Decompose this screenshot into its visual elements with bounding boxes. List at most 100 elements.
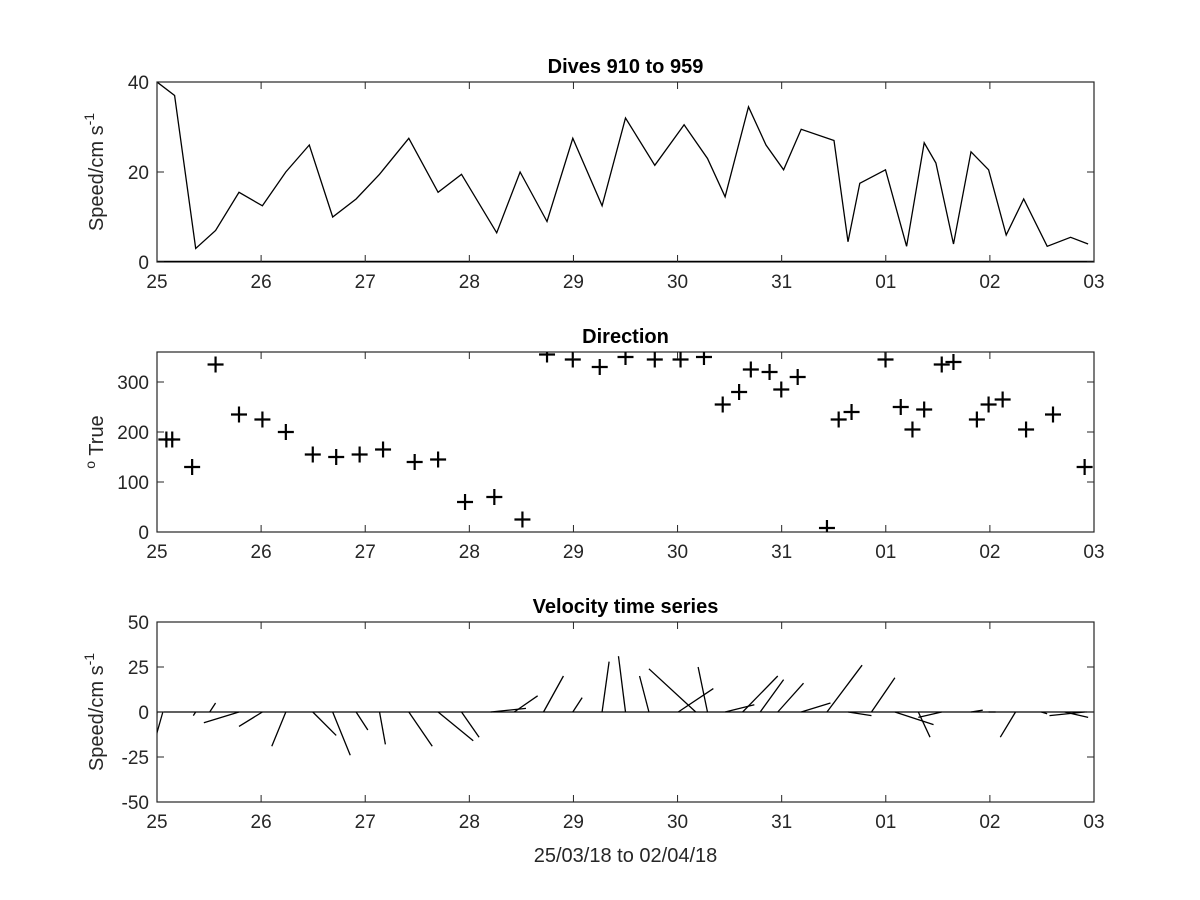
direction-point (714, 396, 731, 413)
x-tick-label: 31 (771, 812, 792, 833)
x-axis-label: 25/03/18 to 02/04/18 (534, 845, 718, 867)
direction-point (646, 352, 663, 368)
velocity-stick (870, 677, 896, 713)
velocity-stick (460, 711, 480, 738)
direction-point (761, 364, 778, 380)
x-tick-label: 28 (459, 812, 480, 833)
direction-point (184, 459, 201, 475)
velocity-stick (800, 702, 831, 713)
velocity-stick (238, 711, 263, 727)
velocity-stick (490, 707, 527, 713)
velocity-stick (697, 666, 709, 713)
velocity-stick (542, 675, 564, 713)
direction-point (564, 352, 581, 368)
direction-point (843, 404, 860, 420)
x-tick-label: 26 (251, 542, 272, 563)
direction-point (916, 401, 933, 418)
velocity-stick (648, 668, 697, 713)
velocity-stick (572, 697, 583, 713)
x-tick-label: 30 (667, 542, 688, 563)
velocity-stick (332, 711, 351, 756)
y-tick-label: 300 (117, 373, 149, 394)
velocity-stick (203, 711, 240, 724)
direction-point (304, 446, 321, 463)
velocity-stick (742, 675, 779, 713)
x-tick-label: 03 (1083, 272, 1104, 293)
direction-point (457, 494, 474, 510)
chart-title: Velocity time series (533, 596, 719, 618)
direction-point (968, 411, 985, 428)
direction-point (789, 369, 806, 385)
x-tick-label: 02 (979, 812, 1000, 833)
plot-area (157, 82, 1094, 262)
direction-point (406, 454, 423, 470)
velocity-stick (513, 695, 539, 713)
direction-point (994, 391, 1011, 408)
direction-point (695, 352, 712, 365)
x-tick-label: 31 (771, 542, 792, 563)
x-tick-label: 27 (355, 542, 376, 563)
plot-area (157, 656, 1094, 756)
direction-panel: Direction 25 26 27 28 29 30 31 01 02 03 0 100 200 300 o… (82, 326, 1105, 563)
y-tick-label: 100 (117, 473, 149, 494)
direction-point (980, 396, 997, 413)
x-tick-label: 30 (667, 812, 688, 833)
x-tick-label: 27 (355, 272, 376, 293)
y-tick-label: 50 (128, 613, 149, 634)
x-tick-label: 30 (667, 272, 688, 293)
velocity-stick (157, 711, 164, 735)
x-tick-label: 31 (771, 272, 792, 293)
plot-area (158, 352, 1093, 532)
x-tick-label: 26 (251, 272, 272, 293)
y-tick-label: 0 (138, 523, 149, 544)
velocity-stick (918, 711, 942, 719)
x-tick-label: 25 (146, 812, 167, 833)
direction-point (539, 352, 556, 363)
direction-point (230, 406, 247, 423)
x-tick-label: 03 (1083, 542, 1104, 563)
direction-point (672, 352, 689, 368)
y-tick-label: -25 (122, 748, 149, 769)
y-tick-label: 0 (138, 703, 149, 724)
y-axis-label: Speed/cm s-1 (81, 653, 108, 771)
direction-point (1018, 421, 1035, 438)
plot-frame (156, 81, 1095, 263)
y-tick-label: 40 (128, 73, 149, 94)
velocity-stick (917, 711, 931, 738)
velocity-stick (408, 711, 433, 747)
direction-point (514, 511, 531, 528)
velocity-stick (1041, 711, 1048, 715)
velocity-stick (847, 711, 872, 717)
x-tick-label: 01 (875, 812, 896, 833)
velocity-stick (1064, 711, 1089, 719)
velocity-stick (355, 711, 369, 731)
x-tick-label: 03 (1083, 812, 1104, 833)
x-tick-label: 28 (459, 272, 480, 293)
direction-point (1045, 406, 1062, 423)
plot-frame (156, 351, 1095, 533)
x-tick-label: 26 (251, 812, 272, 833)
direction-point (731, 384, 748, 400)
x-tick-label: 27 (355, 812, 376, 833)
velocity-stick (437, 711, 474, 742)
direction-point (617, 352, 634, 365)
direction-point (254, 411, 271, 428)
direction-point (351, 446, 368, 463)
direction-point (277, 424, 294, 440)
direction-point (830, 411, 847, 428)
y-tick-label: 200 (117, 423, 149, 444)
x-tick-label: 25 (146, 542, 167, 563)
velocity-stick (999, 711, 1017, 738)
x-tick-label: 29 (563, 272, 584, 293)
direction-point (591, 359, 608, 375)
direction-point (164, 431, 181, 448)
x-tick-label: 29 (563, 812, 584, 833)
velocity-stick (312, 711, 337, 736)
direction-point (742, 361, 759, 378)
velocity-stick (601, 661, 610, 713)
velocity-panel: Velocity time series 25 26 27 28 29 30 31 01 02 03… (81, 596, 1105, 867)
velocity-stick (271, 711, 287, 747)
velocity-stick (617, 656, 627, 713)
y-tick-label: 25 (128, 658, 149, 679)
